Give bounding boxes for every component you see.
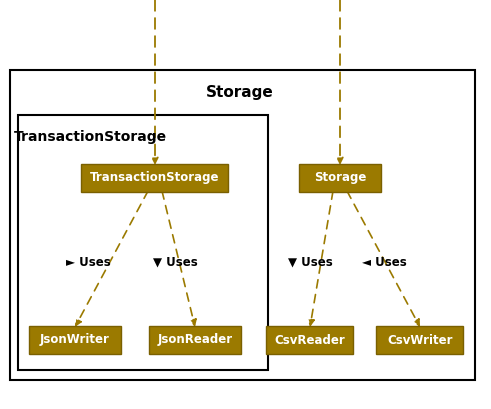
Text: Storage: Storage xyxy=(206,85,274,100)
Text: ► Uses: ► Uses xyxy=(66,256,110,268)
Text: ▼ Uses: ▼ Uses xyxy=(153,256,197,268)
FancyBboxPatch shape xyxy=(29,326,121,354)
Bar xyxy=(10,70,475,380)
FancyBboxPatch shape xyxy=(299,164,381,192)
Text: ▼ Uses: ▼ Uses xyxy=(288,256,332,268)
FancyBboxPatch shape xyxy=(267,326,354,354)
Text: JsonReader: JsonReader xyxy=(158,333,233,346)
Text: CsvReader: CsvReader xyxy=(274,333,345,346)
Text: Storage: Storage xyxy=(314,171,366,184)
Text: CsvWriter: CsvWriter xyxy=(387,333,453,346)
Text: JsonWriter: JsonWriter xyxy=(40,333,110,346)
Text: ◄ Uses: ◄ Uses xyxy=(362,256,407,268)
FancyBboxPatch shape xyxy=(82,164,228,192)
Bar xyxy=(18,115,268,370)
FancyBboxPatch shape xyxy=(377,326,464,354)
Text: TransactionStorage: TransactionStorage xyxy=(13,130,166,144)
FancyBboxPatch shape xyxy=(149,326,241,354)
Text: TransactionStorage: TransactionStorage xyxy=(90,171,220,184)
